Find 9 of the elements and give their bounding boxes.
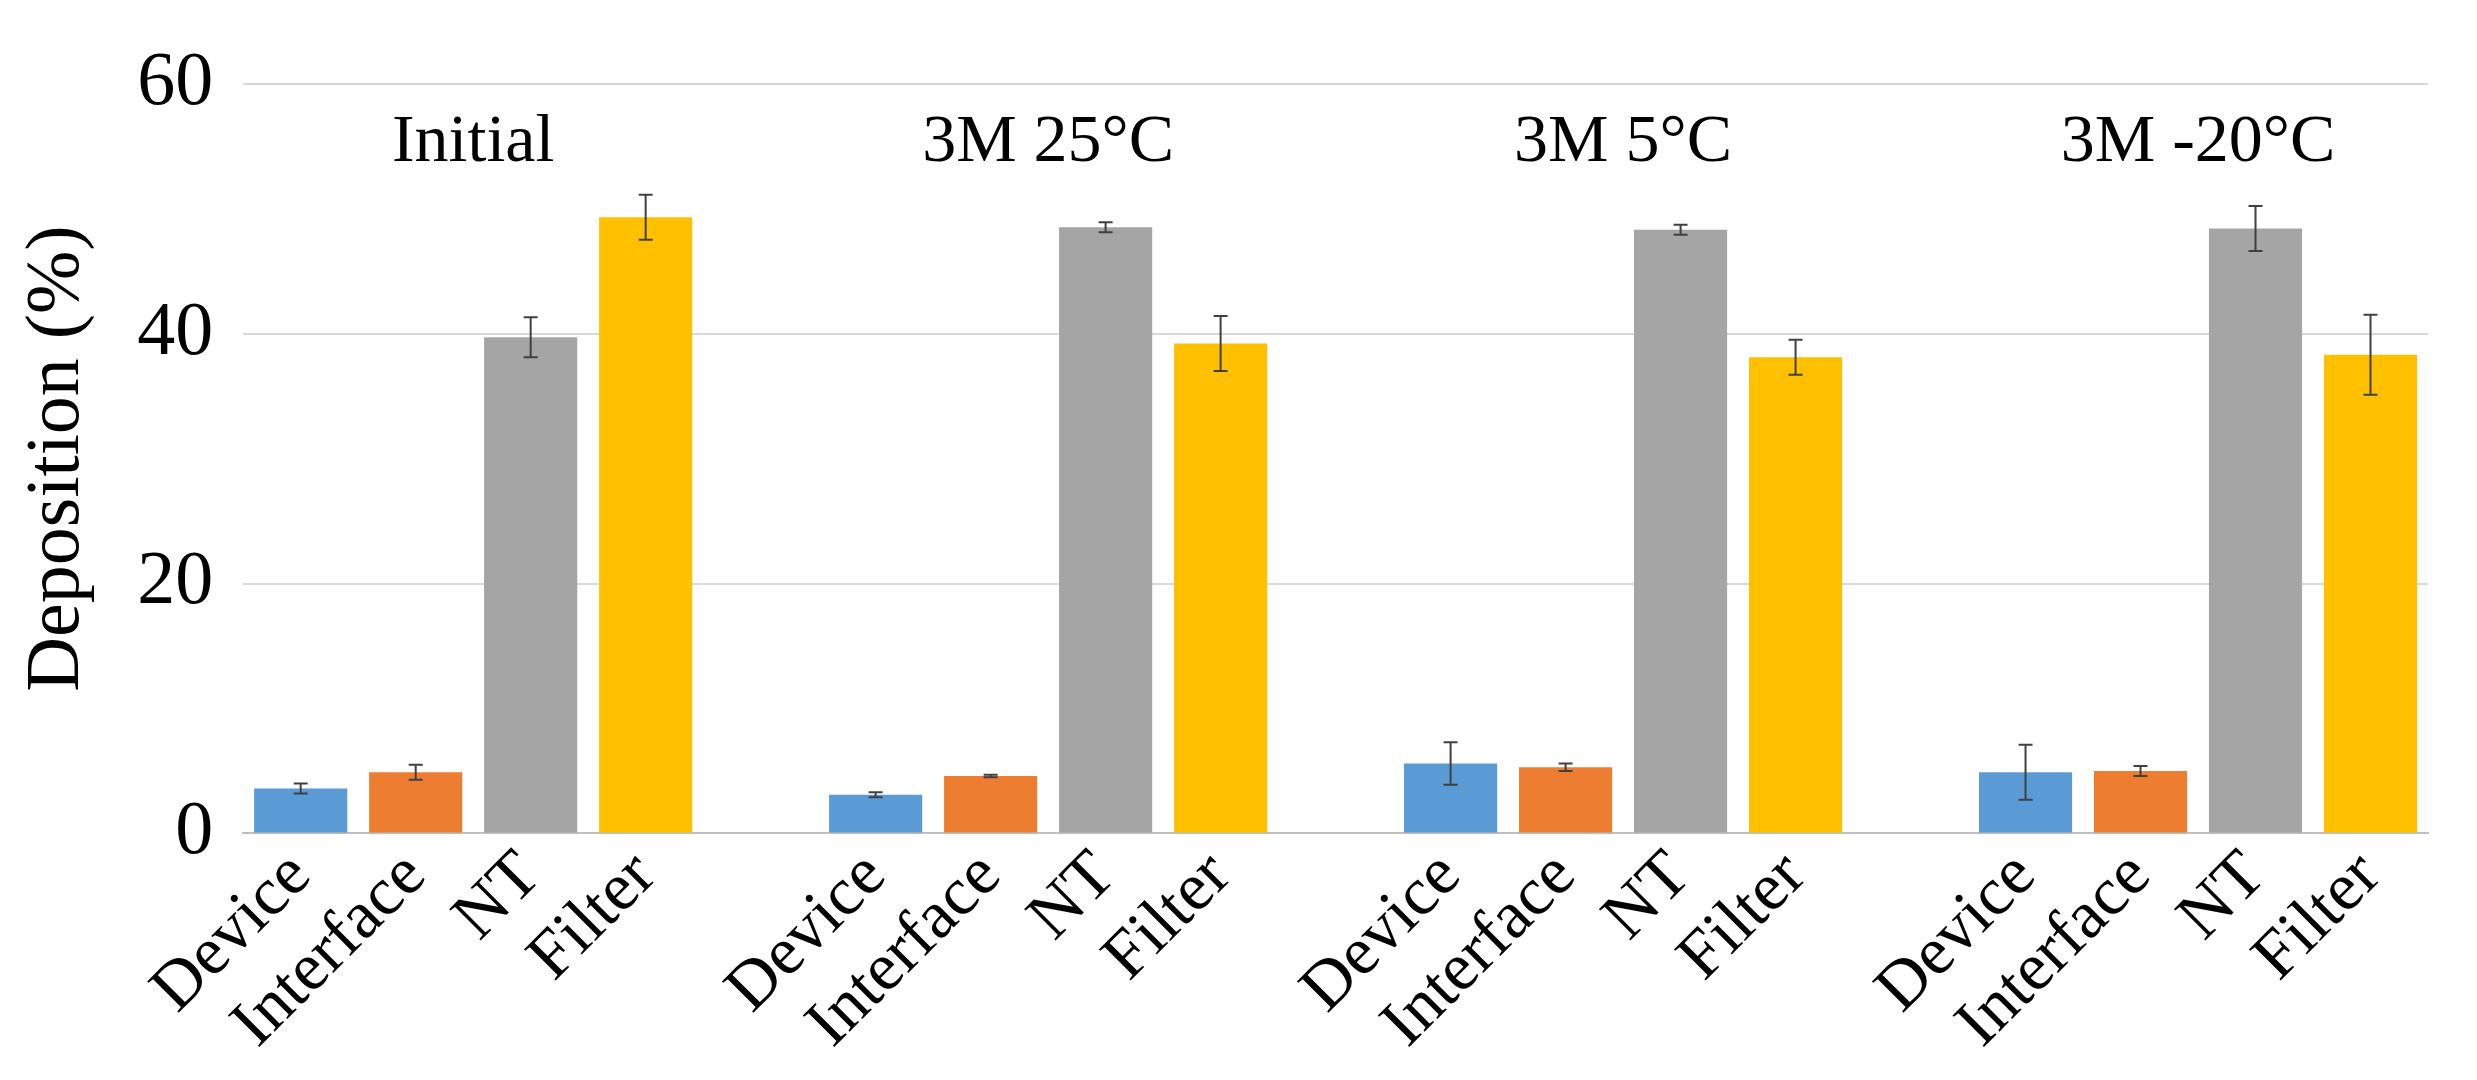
y-tick-label: 40 bbox=[137, 285, 214, 370]
annotation: Initial bbox=[391, 100, 555, 177]
annotation: 3M 5°C bbox=[1514, 100, 1733, 177]
y-tick-label: 60 bbox=[137, 35, 214, 120]
annotation: 3M 25°C bbox=[922, 100, 1175, 177]
y-axis-title: Deposition (%) bbox=[9, 225, 95, 692]
y-tick-label: 20 bbox=[137, 535, 214, 620]
annotation: 3M -20°C bbox=[2060, 100, 2336, 177]
y-tick-label: 0 bbox=[175, 785, 214, 870]
